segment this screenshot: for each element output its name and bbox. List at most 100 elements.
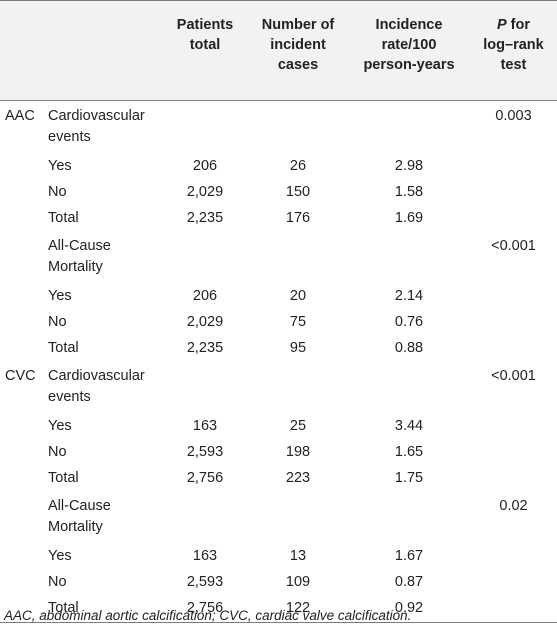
header-group (0, 0, 42, 101)
row-group (0, 413, 42, 439)
table-row: Total 2,235 176 1.69 (0, 205, 557, 231)
patients-total-cell: 163 (192, 417, 218, 434)
row-label: All-Cause Mortality (48, 237, 111, 275)
incidence-rate-cell: 1.58 (394, 183, 424, 200)
incident-cases-cell: 198 (285, 443, 311, 460)
incident-cases-cell: 26 (289, 157, 307, 174)
p-value-cell (470, 179, 557, 205)
header-incident-cases: Number of incident cases (248, 0, 348, 101)
row-label: Yes (48, 157, 72, 174)
table-row: All-Cause Mortality 0.02 (0, 491, 557, 543)
incident-cases-cell: 109 (285, 573, 311, 590)
p-value-cell (470, 335, 557, 361)
row-group (0, 309, 42, 335)
incidence-rate-cell: 3.44 (394, 417, 424, 434)
patients-total-cell (162, 491, 248, 543)
row-label: No (48, 573, 67, 590)
table-row: No 2,593 109 0.87 (0, 569, 557, 595)
table-row: Yes 163 25 3.44 (0, 413, 557, 439)
row-group (0, 439, 42, 465)
header-p-value: P for log–rank test (470, 0, 557, 101)
incident-cases-cell: 75 (289, 313, 307, 330)
row-group (0, 594, 42, 623)
p-value-cell (470, 309, 557, 335)
p-value-cell: 0.003 (495, 108, 532, 124)
row-group (0, 179, 42, 205)
table-footnote: AAC, abdominal aortic calcification; CVC… (4, 608, 412, 623)
incident-cases-cell (248, 491, 348, 543)
table-row: No 2,029 150 1.58 (0, 179, 557, 205)
p-value-cell: 0.02 (499, 497, 528, 514)
incident-cases-cell (248, 101, 348, 153)
row-label: Yes (48, 287, 72, 304)
row-group (0, 335, 42, 361)
p-value-cell (470, 465, 557, 491)
p-value-cell (470, 205, 557, 231)
table-row: Yes 206 26 2.98 (0, 153, 557, 179)
row-label: Total (48, 469, 79, 486)
row-label: Total (42, 594, 162, 623)
row-group (0, 153, 42, 179)
header-incidence-rate: Incidence rate/100 person-years (348, 0, 470, 101)
p-value-cell: <0.001 (491, 367, 536, 384)
row-label: All-Cause Mortality (48, 497, 111, 535)
row-group (0, 231, 42, 283)
incidence-rate-cell: 1.75 (394, 469, 424, 486)
p-value-cell (470, 413, 557, 439)
row-label: Total (48, 209, 79, 226)
p-value-cell (470, 594, 557, 623)
patients-total-cell: 2,235 (186, 209, 224, 226)
table-row: No 2,593 198 1.65 (0, 439, 557, 465)
row-group (0, 491, 42, 543)
table-row: Yes 163 13 1.67 (0, 543, 557, 569)
patients-total-cell: 2,593 (186, 443, 224, 460)
incident-cases-cell (248, 361, 348, 413)
patients-total-cell: 2,756 (162, 594, 248, 623)
p-value-cell (470, 153, 557, 179)
incident-cases-cell: 25 (289, 417, 307, 434)
incident-cases-cell: 13 (289, 547, 307, 564)
table-row: CVC Cardiovascular events <0.001 (0, 361, 557, 413)
row-group (0, 205, 42, 231)
incidence-rate-cell: 0.92 (348, 594, 470, 623)
incident-cases-cell: 176 (285, 209, 311, 226)
row-label: Yes (48, 417, 72, 434)
table-row: Total 2,756 122 0.92 (0, 594, 557, 623)
incident-cases-cell: 150 (285, 183, 311, 200)
incidence-rate-cell (348, 231, 470, 283)
incidence-rate-cell: 0.88 (394, 339, 424, 356)
incidence-rate-cell: 0.76 (394, 313, 424, 330)
patients-total-cell: 206 (192, 287, 218, 304)
header-label (42, 0, 162, 101)
incidence-rate-cell (348, 361, 470, 413)
row-group: CVC (5, 367, 36, 384)
row-label: No (48, 183, 67, 200)
patients-total-cell (162, 361, 248, 413)
table-row: All-Cause Mortality <0.001 (0, 231, 557, 283)
header-patients-total: Patients total (162, 0, 248, 101)
table-row: Total 2,235 95 0.88 (0, 335, 557, 361)
incidence-rate-cell: 1.67 (394, 547, 424, 564)
table-row: Total 2,756 223 1.75 (0, 465, 557, 491)
row-label: Yes (48, 547, 72, 564)
p-value-cell (470, 439, 557, 465)
row-group (0, 283, 42, 309)
row-group: AAC (5, 108, 35, 124)
incidence-rate-cell: 0.87 (394, 573, 424, 590)
patients-total-cell (162, 101, 248, 153)
row-group (0, 465, 42, 491)
row-label: No (48, 313, 67, 330)
patients-total-cell: 2,029 (186, 183, 224, 200)
row-label: Cardiovascular events (48, 367, 145, 405)
row-group (0, 543, 42, 569)
patients-total-cell (162, 231, 248, 283)
patients-total-cell: 2,235 (186, 339, 224, 356)
incidence-rate-cell: 1.65 (394, 443, 424, 460)
p-value-cell: <0.001 (491, 237, 536, 254)
incident-cases-cell: 223 (285, 469, 311, 486)
incidence-rate-cell (348, 101, 470, 153)
p-value-cell (470, 543, 557, 569)
incidence-rate-cell (348, 491, 470, 543)
incident-cases-cell: 122 (248, 594, 348, 623)
